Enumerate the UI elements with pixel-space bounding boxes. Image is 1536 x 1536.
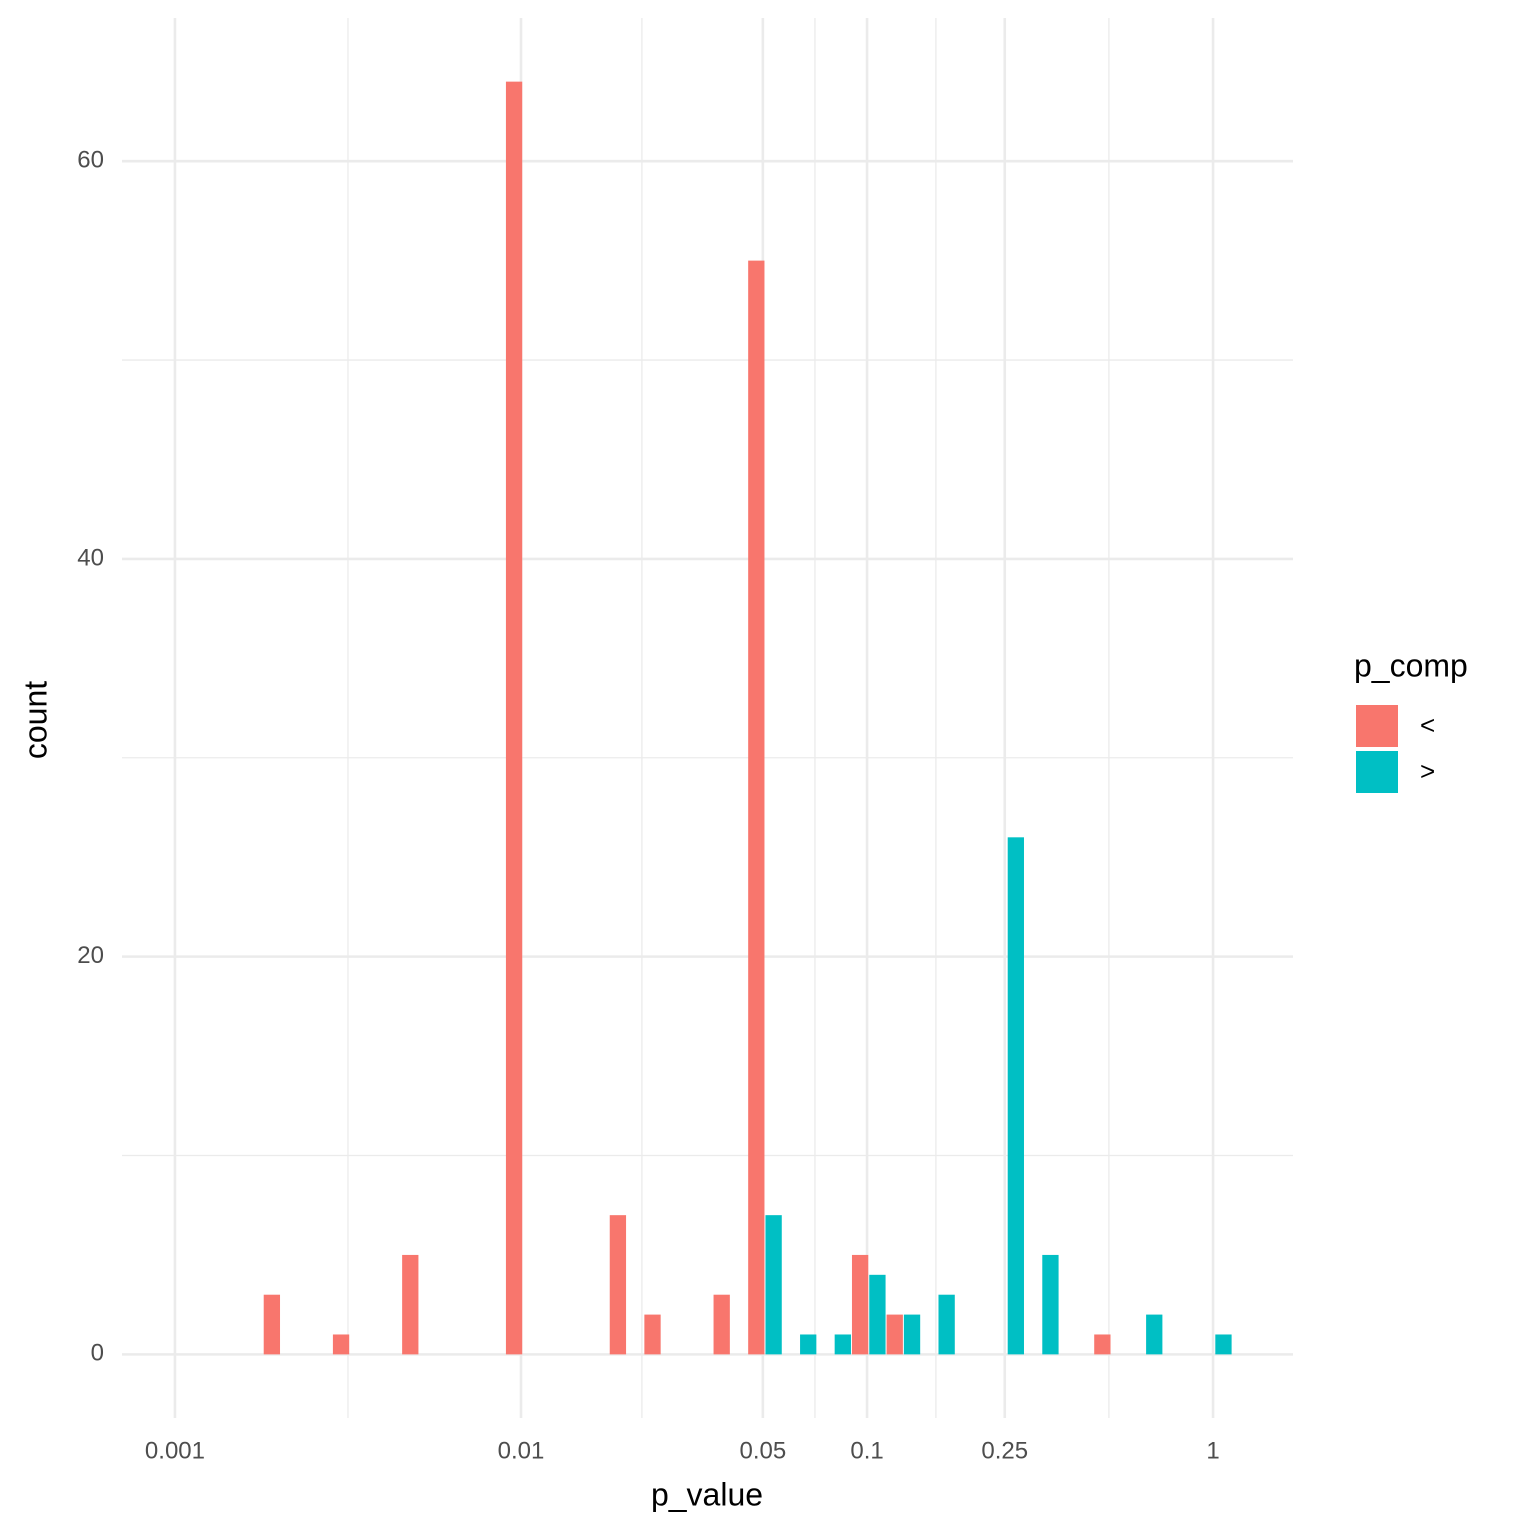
y-tick-label: 0 bbox=[91, 1340, 104, 1367]
bar bbox=[938, 1294, 955, 1355]
legend-label: < bbox=[1420, 710, 1435, 740]
x-tick-label: 1 bbox=[1206, 1437, 1219, 1464]
bar bbox=[332, 1334, 350, 1355]
bar bbox=[1094, 1334, 1111, 1355]
bar bbox=[402, 1254, 419, 1355]
y-tick-label: 20 bbox=[77, 942, 104, 969]
x-tick-label: 0.001 bbox=[145, 1437, 205, 1464]
x-tick-label: 0.1 bbox=[850, 1437, 883, 1464]
bar bbox=[263, 1294, 281, 1355]
bar bbox=[903, 1314, 921, 1355]
bar bbox=[800, 1334, 817, 1355]
bar bbox=[765, 1215, 782, 1355]
y-tick-label: 40 bbox=[77, 544, 104, 571]
bar bbox=[713, 1294, 730, 1355]
x-tick-label: 0.05 bbox=[740, 1437, 787, 1464]
bar bbox=[869, 1274, 886, 1355]
bar bbox=[834, 1334, 851, 1355]
bar bbox=[505, 81, 523, 1355]
legend-key bbox=[1356, 751, 1398, 793]
x-tick-label: 0.01 bbox=[498, 1437, 545, 1464]
x-tick-label: 0.25 bbox=[981, 1437, 1028, 1464]
bar bbox=[1042, 1254, 1059, 1355]
legend-label: > bbox=[1420, 756, 1435, 786]
bar bbox=[886, 1314, 903, 1355]
bar bbox=[1215, 1334, 1232, 1355]
bar bbox=[851, 1254, 869, 1355]
legend-key bbox=[1356, 705, 1398, 747]
bar bbox=[644, 1314, 661, 1355]
y-axis-title: count bbox=[17, 681, 53, 759]
y-tick-label: 60 bbox=[77, 147, 104, 174]
x-axis-title: p_value bbox=[651, 1476, 763, 1512]
bar bbox=[748, 260, 765, 1355]
bar bbox=[1146, 1314, 1163, 1355]
bar bbox=[1007, 837, 1024, 1355]
legend-title: p_comp bbox=[1354, 647, 1468, 683]
bar bbox=[609, 1215, 627, 1355]
